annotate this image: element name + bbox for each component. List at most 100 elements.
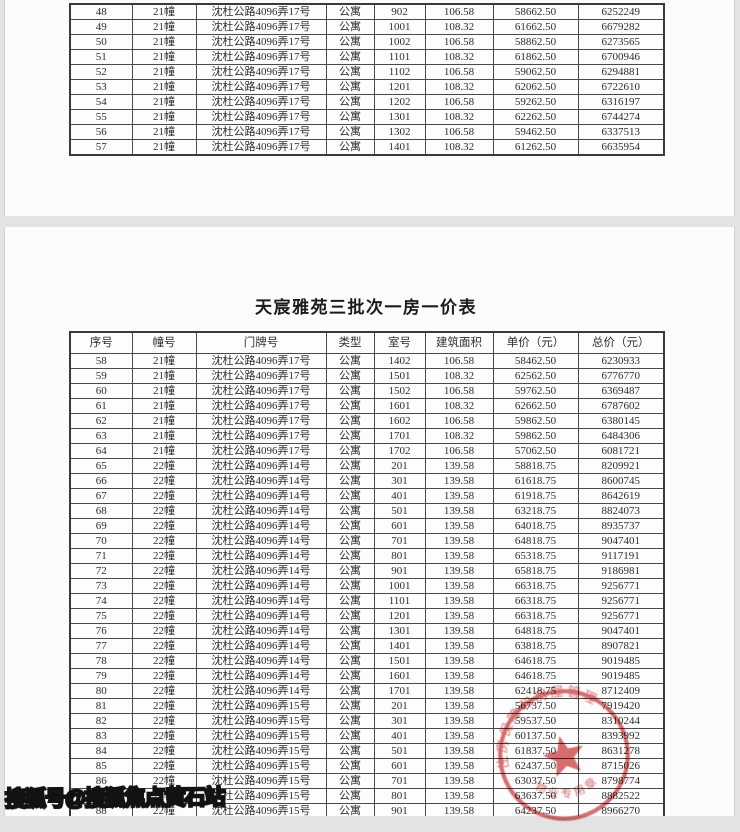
table-cell: 公寓 (325, 638, 375, 654)
table-cell: 108.32 (424, 19, 494, 35)
table-cell: 公寓 (325, 398, 375, 414)
table-cell: 22幢 (131, 518, 197, 534)
table-cell: 66318.75 (492, 608, 579, 624)
table-cell: 106.58 (424, 3, 494, 20)
table-row: 60 21幢 沈杜公路4096弄17号 公寓 1502 106.58 59762.50 636… (69, 383, 665, 399)
table-cell: 48 (69, 3, 133, 20)
table-cell: 63818.75 (492, 638, 579, 654)
table-cell: 沈杜公路4096弄14号 (195, 473, 327, 489)
table-cell: 公寓 (325, 803, 375, 816)
table-cell: 401 (373, 728, 426, 744)
table-cell: 沈杜公路4096弄15号 (195, 728, 327, 744)
column-header: 单价（元） (492, 331, 579, 354)
table-cell: 59462.50 (492, 124, 579, 140)
table-cell: 68 (69, 503, 133, 519)
table-cell: 64 (69, 443, 133, 459)
table-row: 84 22幢 沈杜公路4096弄15号 公寓 501 139.58 61837.50 8631… (69, 743, 665, 759)
table-cell: 22幢 (131, 533, 197, 549)
table-row: 67 22幢 沈杜公路4096弄14号 公寓 401 139.58 61918.75 8642… (69, 488, 665, 504)
table-cell: 1201 (373, 608, 426, 624)
column-header: 幢号 (131, 331, 197, 354)
table-cell: 106.58 (424, 353, 494, 369)
column-header: 类型 (325, 331, 375, 354)
table-cell: 139.58 (424, 488, 494, 504)
table-cell: 9019485 (577, 653, 665, 669)
table-cell: 82 (69, 713, 133, 729)
table-row: 68 22幢 沈杜公路4096弄14号 公寓 501 139.58 63218.75 8824… (69, 503, 665, 519)
table-cell: 沈杜公路4096弄14号 (195, 563, 327, 579)
table-cell: 8824073 (577, 503, 665, 519)
table-cell: 108.32 (424, 368, 494, 384)
table-cell: 8798774 (577, 773, 665, 789)
table-cell: 67 (69, 488, 133, 504)
table-cell: 64018.75 (492, 518, 579, 534)
table-cell: 21幢 (131, 368, 197, 384)
table-cell: 1602 (373, 413, 426, 429)
table-row: 57 21幢 沈杜公路4096弄17号 公寓 1401 108.32 61262.50 663… (69, 139, 665, 156)
table-cell: 139.58 (424, 788, 494, 804)
table-cell: 公寓 (325, 79, 375, 95)
table-row: 62 21幢 沈杜公路4096弄17号 公寓 1602 106.58 59862.50 638… (69, 413, 665, 429)
table-cell: 8966270 (577, 803, 665, 816)
table-cell: 1002 (373, 34, 426, 50)
table-cell: 公寓 (325, 668, 375, 684)
table-cell: 6787602 (577, 398, 665, 414)
table-cell: 沈杜公路4096弄15号 (195, 698, 327, 714)
table-cell: 66318.75 (492, 593, 579, 609)
table-cell: 沈杜公路4096弄14号 (195, 488, 327, 504)
table-cell: 65818.75 (492, 563, 579, 579)
table-cell: 56 (69, 124, 133, 140)
table-cell: 6635954 (577, 139, 665, 156)
table-cell: 7919420 (577, 698, 665, 714)
table-cell: 65 (69, 458, 133, 474)
table-cell: 21幢 (131, 64, 197, 80)
table-cell: 22幢 (131, 653, 197, 669)
table-cell: 公寓 (325, 743, 375, 759)
table-row: 49 21幢 沈杜公路4096弄17号 公寓 1001 108.32 61662.50 667… (69, 19, 665, 35)
price-table-continuation-body: 48 21幢 沈杜公路4096弄17号 公寓 902 106.58 58662.50 6252… (69, 3, 665, 156)
table-row: 83 22幢 沈杜公路4096弄15号 公寓 401 139.58 60137.50 8393… (69, 728, 665, 744)
table-cell: 21幢 (131, 49, 197, 65)
table-cell: 21幢 (131, 109, 197, 125)
table-cell: 84 (69, 743, 133, 759)
table-cell: 公寓 (325, 353, 375, 369)
page-title: 天宸雅苑三批次一房一价表 (255, 298, 477, 317)
table-cell: 76 (69, 623, 133, 639)
header-row: 序号 幢号 门牌号 类型 室号 建筑面积 单价（元） 总价（元） (69, 331, 665, 354)
table-row: 81 22幢 沈杜公路4096弄15号 公寓 201 139.58 56737.50 7919… (69, 698, 665, 714)
table-cell: 沈杜公路4096弄14号 (195, 593, 327, 609)
table-cell: 139.58 (424, 518, 494, 534)
table-cell: 139.58 (424, 533, 494, 549)
table-cell: 沈杜公路4096弄15号 (195, 773, 327, 789)
table-cell: 108.32 (424, 139, 494, 156)
table-cell: 8642619 (577, 488, 665, 504)
table-cell: 1101 (373, 49, 426, 65)
document-page-1: 48 21幢 沈杜公路4096弄17号 公寓 902 106.58 58662.50 6252… (4, 0, 735, 216)
table-cell: 沈杜公路4096弄17号 (195, 3, 327, 20)
table-cell: 8935737 (577, 518, 665, 534)
table-cell: 66 (69, 473, 133, 489)
table-cell: 9256771 (577, 593, 665, 609)
table-row: 54 21幢 沈杜公路4096弄17号 公寓 1202 106.58 59262.50 631… (69, 94, 665, 110)
table-cell: 62562.50 (492, 368, 579, 384)
table-cell: 1001 (373, 578, 426, 594)
table-row: 73 22幢 沈杜公路4096弄14号 公寓 1001 139.58 66318.75 925… (69, 578, 665, 594)
table-row: 80 22幢 沈杜公路4096弄14号 公寓 1701 139.58 62418.75 871… (69, 683, 665, 699)
table-row: 77 22幢 沈杜公路4096弄14号 公寓 1401 139.58 63818.75 890… (69, 638, 665, 654)
table-cell: 8600745 (577, 473, 665, 489)
table-cell: 22幢 (131, 473, 197, 489)
table-cell: 301 (373, 473, 426, 489)
table-cell: 1402 (373, 353, 426, 369)
table-cell: 沈杜公路4096弄17号 (195, 19, 327, 35)
table-row: 52 21幢 沈杜公路4096弄17号 公寓 1102 106.58 59062.50 629… (69, 64, 665, 80)
table-cell: 公寓 (325, 49, 375, 65)
price-table-continuation: 48 21幢 沈杜公路4096弄17号 公寓 902 106.58 58662.50 6252… (69, 3, 665, 156)
table-cell: 22幢 (131, 758, 197, 774)
table-row: 59 21幢 沈杜公路4096弄17号 公寓 1501 108.32 62562.50 677… (69, 368, 665, 384)
table-cell: 108.32 (424, 49, 494, 65)
table-cell: 901 (373, 563, 426, 579)
table-cell: 6776770 (577, 368, 665, 384)
table-cell: 21幢 (131, 398, 197, 414)
table-cell: 沈杜公路4096弄17号 (195, 34, 327, 50)
table-cell: 沈杜公路4096弄14号 (195, 608, 327, 624)
